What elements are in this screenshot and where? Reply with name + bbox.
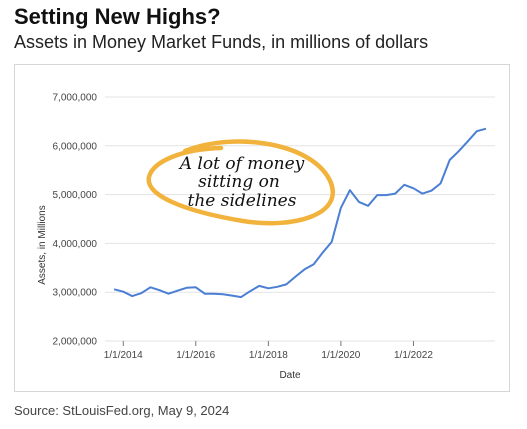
y-tick-labels: 2,000,000 3,000,000 4,000,000 5,000,000 6,00…	[53, 93, 98, 348]
annotation-ring	[146, 139, 335, 226]
x-tick-label: 1/1/2016	[176, 350, 215, 361]
x-tick-label: 1/1/2022	[394, 350, 433, 361]
chart-frame: 2,000,000 3,000,000 4,000,000 5,000,000 6,00…	[14, 64, 510, 392]
x-axis-title: Date	[279, 370, 301, 381]
source-note: Source: StLouisFed.org, May 9, 2024	[14, 403, 230, 418]
line-chart: 2,000,000 3,000,000 4,000,000 5,000,000 6,00…	[37, 93, 495, 381]
y-tick-label: 5,000,000	[53, 190, 98, 201]
x-tick-label: 1/1/2018	[249, 350, 288, 361]
series-layer	[113, 127, 487, 299]
y-tick-label: 6,000,000	[53, 141, 98, 152]
annotation-line-1: A lot of money	[178, 154, 305, 174]
series-line-0	[113, 127, 487, 299]
y-tick-label: 4,000,000	[53, 239, 98, 250]
annotation-line-3: the sidelines	[188, 191, 297, 211]
y-tick-label: 7,000,000	[53, 93, 98, 104]
x-tick-label: 1/1/2014	[104, 350, 143, 361]
x-tick-labels: 1/1/2014 1/1/2016 1/1/2018 1/1/2020 1/1/2022	[104, 341, 433, 361]
annotation-line-2: sitting on	[198, 172, 280, 192]
y-axis-title: Assets, in Millions	[37, 205, 48, 284]
annotation-callout: A lot of money sitting on the sidelines	[146, 139, 335, 226]
chart-subtitle: Assets in Money Market Funds, in million…	[14, 32, 429, 52]
x-tick-label: 1/1/2020	[321, 350, 360, 361]
y-tick-label: 2,000,000	[53, 337, 98, 348]
y-tick-label: 3,000,000	[53, 288, 98, 299]
chart-title: Setting New Highs?	[14, 4, 221, 29]
